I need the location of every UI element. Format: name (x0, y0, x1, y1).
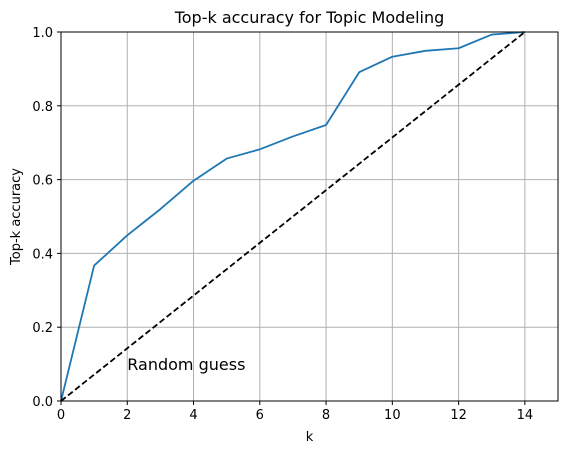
y-tick-label-4: 0.8 (32, 100, 53, 115)
x-tick-label-2: 4 (189, 408, 197, 423)
x-axis-label: k (306, 430, 314, 445)
x-tick-label-3: 6 (256, 408, 264, 423)
x-tick-label-5: 10 (384, 408, 401, 423)
ticks: 0 2 4 6 8 10 12 14 0.0 0.2 0.4 0.6 0.8 1.0 (32, 26, 533, 423)
axes-frame (60, 31, 559, 402)
y-axis-label: Top-k accuracy (9, 168, 24, 266)
y-tick-label-2: 0.4 (32, 247, 53, 262)
series-group (60, 31, 526, 402)
y-tick-label-3: 0.6 (32, 174, 53, 189)
y-tick-label-1: 0.2 (32, 321, 53, 336)
x-tick-label-6: 12 (450, 408, 467, 423)
x-tick-label-4: 8 (322, 408, 330, 423)
x-tick-label-1: 2 (123, 408, 131, 423)
annotation-0: Random guess (127, 355, 245, 374)
x-tick-label-7: 14 (517, 408, 534, 423)
y-tick-label-5: 1.0 (32, 26, 53, 41)
chart-title: Top-k accuracy for Topic Modeling (174, 8, 445, 27)
annotations: Random guess (127, 355, 245, 374)
series-line-0 (60, 31, 525, 402)
y-tick-label-0: 0.0 (32, 395, 53, 410)
x-tick-label-0: 0 (57, 408, 65, 423)
